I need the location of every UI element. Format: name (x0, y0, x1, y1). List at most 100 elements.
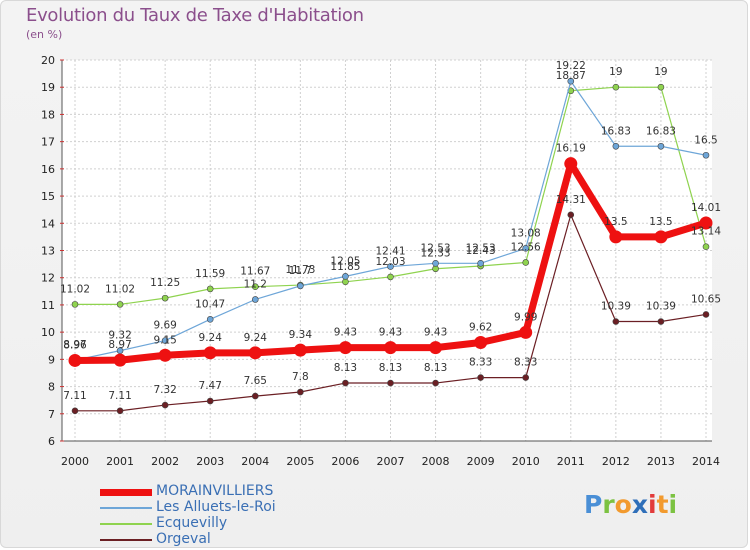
data-label-orgeval: 8.13 (379, 362, 402, 374)
data-label-orgeval: 7.11 (63, 390, 86, 402)
data-point-morainvilliers (699, 216, 713, 230)
data-point-les-alluets-le-roi (522, 245, 530, 252)
data-point-morainvilliers (293, 343, 307, 357)
data-label-ecquevilly: 12.56 (511, 241, 541, 253)
data-label-les-alluets-le-roi: 16.83 (646, 125, 676, 137)
data-point-les-alluets-le-roi (657, 142, 665, 150)
data-label-layer: 7.11 7.11 7.32 7.47 7.65 7.8 8.13 8.13 8.13 8.33 8… (60, 60, 721, 402)
data-point-orgeval (342, 379, 349, 387)
x-tick-label: 2011 (557, 455, 585, 468)
x-tick-label: 2013 (647, 455, 675, 468)
logo-letter: o (614, 490, 632, 519)
data-label-morainvilliers: 9.99 (514, 311, 537, 323)
x-tick-label: 2004 (241, 455, 269, 468)
data-label-ecquevilly: 11.25 (150, 277, 180, 289)
data-point-ecquevilly (342, 278, 349, 286)
data-label-orgeval: 8.13 (334, 362, 357, 374)
data-point-orgeval (161, 401, 169, 409)
logo-letter: x (631, 490, 648, 519)
data-point-ecquevilly (387, 273, 394, 281)
data-label-orgeval: 10.65 (691, 293, 721, 305)
data-label-les-alluets-le-roi: 19.22 (556, 60, 586, 72)
data-label-orgeval: 7.47 (199, 380, 222, 392)
data-point-morainvilliers (564, 157, 578, 171)
data-label-les-alluets-le-roi: 12.05 (330, 255, 360, 267)
data-label-morainvilliers: 13.5 (649, 216, 672, 228)
data-point-les-alluets-le-roi (702, 151, 710, 159)
data-point-morainvilliers (474, 335, 488, 349)
x-tick-label: 2001 (106, 455, 134, 468)
chart-title: Evolution du Taux de Taxe d'Habitation (26, 5, 364, 26)
data-label-ecquevilly: 13.14 (691, 226, 721, 238)
data-point-les-alluets-le-roi (342, 273, 349, 280)
data-point-orgeval (71, 407, 79, 415)
data-label-ecquevilly: 11.02 (60, 283, 90, 295)
data-point-morainvilliers (203, 346, 217, 360)
data-point-ecquevilly (206, 285, 214, 293)
data-point-morainvilliers (338, 341, 352, 355)
data-point-les-alluets-le-roi (206, 316, 214, 323)
data-label-ecquevilly: 18.87 (556, 70, 586, 82)
y-tick-label: 7 (48, 408, 55, 421)
data-label-orgeval: 8.33 (469, 357, 492, 369)
data-point-morainvilliers (609, 230, 623, 244)
x-tick-label: 2009 (467, 455, 495, 468)
logo-letter: i (668, 490, 678, 519)
data-label-orgeval: 7.8 (292, 371, 309, 383)
data-label-ecquevilly: 11.67 (240, 266, 270, 278)
data-point-ecquevilly (432, 265, 439, 273)
legend-swatch (100, 523, 152, 525)
logo-letter: i (648, 490, 657, 519)
x-tick-label: 2007 (377, 455, 405, 468)
axis-layer: 6 7 8 9 10 11 12 13 14 15 16 17 18 19 20 2000 2001 2002 20… (41, 54, 720, 468)
data-point-morainvilliers (158, 348, 172, 362)
data-point-orgeval (297, 388, 304, 396)
data-point-orgeval (657, 318, 665, 325)
data-label-ecquevilly: 11.59 (195, 268, 225, 280)
data-label-morainvilliers: 9.43 (334, 327, 357, 339)
proxiti-logo: Proxiti (584, 490, 677, 519)
y-tick-label: 14 (41, 217, 55, 230)
x-tick-label: 2003 (196, 455, 224, 468)
data-point-morainvilliers (519, 325, 533, 339)
y-tick-label: 9 (48, 353, 55, 366)
legend-label: Ecquevilly (156, 515, 228, 531)
data-label-ecquevilly: 11.02 (105, 283, 135, 295)
legend-swatch (100, 507, 152, 509)
data-point-ecquevilly (657, 83, 665, 91)
data-label-les-alluets-le-roi: 16.83 (601, 125, 631, 137)
x-tick-label: 2000 (61, 455, 89, 468)
x-tick-label: 2012 (602, 455, 630, 468)
data-point-orgeval (612, 318, 620, 325)
data-label-orgeval: 8.33 (514, 357, 537, 369)
data-label-morainvilliers: 9.24 (199, 332, 223, 344)
data-point-ecquevilly (612, 83, 620, 91)
data-point-morainvilliers (248, 346, 262, 360)
y-tick-label: 10 (41, 326, 55, 339)
data-label-les-alluets-le-roi: 12.41 (375, 246, 405, 258)
data-label-morainvilliers: 13.5 (604, 216, 627, 228)
data-label-orgeval: 7.65 (244, 375, 267, 387)
y-tick-label: 15 (41, 190, 55, 203)
data-label-les-alluets-le-roi: 16.5 (694, 134, 717, 146)
grid-layer (62, 59, 712, 442)
x-tick-label: 2006 (331, 455, 359, 468)
chart-unit-label: (en %) (26, 28, 63, 41)
legend-label: Orgeval (156, 531, 211, 547)
data-label-morainvilliers: 9.24 (244, 332, 268, 344)
series-layer (68, 77, 713, 415)
data-label-ecquevilly: 11.73 (285, 264, 315, 276)
logo-letter: t (656, 490, 669, 519)
data-label-les-alluets-le-roi: 12.53 (421, 242, 451, 254)
data-label-ecquevilly: 12.33 (421, 248, 451, 260)
data-point-les-alluets-le-roi (567, 77, 575, 85)
data-label-morainvilliers: 9.15 (153, 334, 176, 346)
data-label-les-alluets-le-roi: 13.08 (511, 227, 541, 239)
data-point-les-alluets-le-roi (116, 347, 124, 354)
data-point-orgeval (432, 379, 439, 387)
x-tick-label: 2010 (512, 455, 540, 468)
legend-swatch (100, 488, 152, 496)
y-tick-label: 17 (41, 136, 55, 149)
data-label-orgeval: 10.39 (601, 301, 631, 313)
y-tick-label: 6 (48, 435, 55, 448)
